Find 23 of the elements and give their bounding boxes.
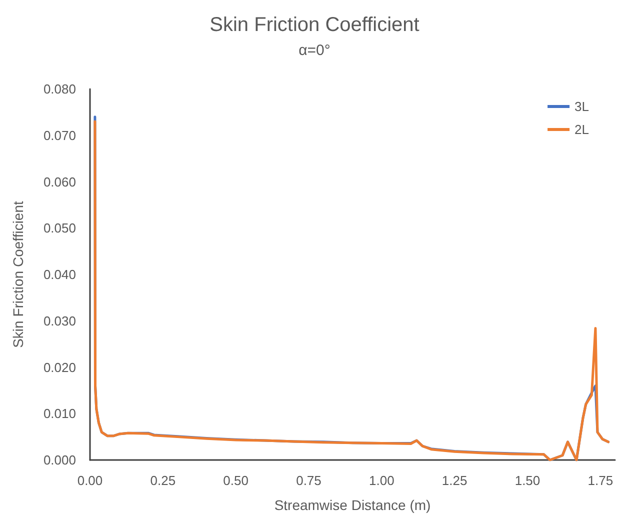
legend-label: 3L xyxy=(574,99,590,114)
x-axis-title: Streamwise Distance (m) xyxy=(274,497,431,513)
x-tick-label: 1.25 xyxy=(442,473,468,488)
y-axis-title: Skin Friction Coefficient xyxy=(10,200,26,348)
x-tick-label: 1.00 xyxy=(369,473,394,488)
chart-title: Skin Friction Coefficient xyxy=(210,14,420,36)
chart-subtitle: α=0° xyxy=(298,42,330,59)
y-tick-label: 0.010 xyxy=(43,406,76,422)
x-tick-label: 0.75 xyxy=(296,473,322,488)
y-tick-label: 0.000 xyxy=(43,452,76,468)
x-tick-label: 0.00 xyxy=(77,473,103,488)
x-tick-label: 1.75 xyxy=(588,473,614,488)
x-tick-label: 0.25 xyxy=(150,473,176,488)
x-tick-label: 1.50 xyxy=(514,473,540,488)
y-tick-label: 0.050 xyxy=(43,220,76,236)
y-tick-label: 0.080 xyxy=(43,82,76,96)
y-tick-label: 0.070 xyxy=(43,128,76,143)
y-tick-label: 0.040 xyxy=(43,267,76,282)
y-tick-label: 0.020 xyxy=(43,360,76,375)
y-tick-label: 0.060 xyxy=(43,174,76,190)
legend-label: 2L xyxy=(574,122,590,137)
y-tick-label: 0.030 xyxy=(43,313,76,328)
x-tick-label: 0.50 xyxy=(223,473,248,488)
